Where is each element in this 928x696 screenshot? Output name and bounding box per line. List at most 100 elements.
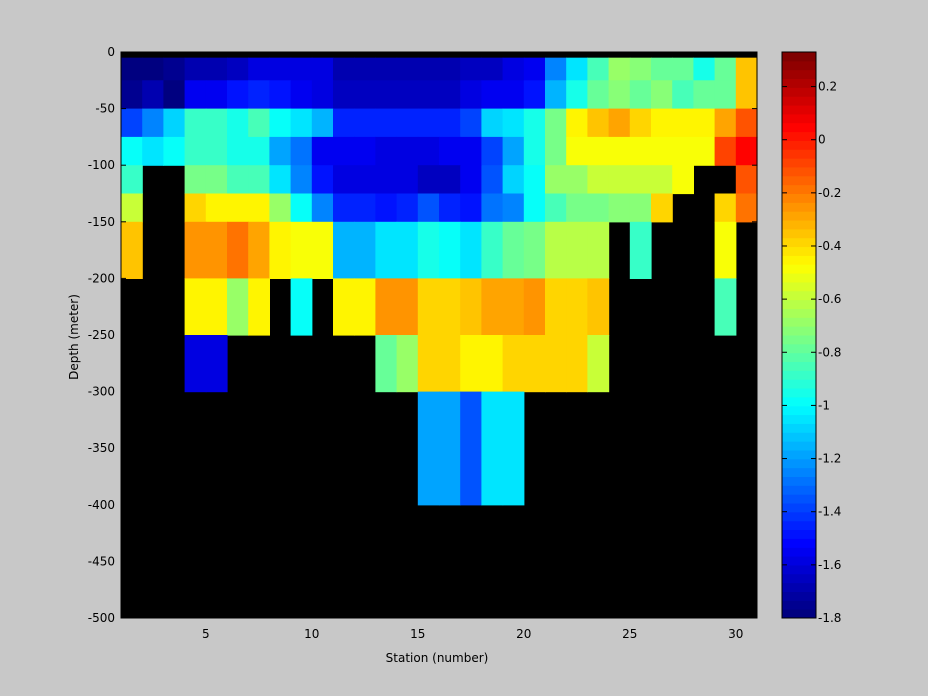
heatmap-cell bbox=[333, 108, 355, 138]
heatmap-cell bbox=[439, 80, 461, 110]
heatmap-cell bbox=[311, 193, 334, 223]
heatmap-cell bbox=[163, 80, 186, 110]
heatmap-cell bbox=[333, 80, 355, 110]
heatmap-cell bbox=[693, 136, 716, 166]
heatmap-cell bbox=[651, 165, 673, 195]
heatmap-cell bbox=[566, 335, 588, 393]
colorbar-swatch bbox=[782, 396, 816, 407]
colorbar-swatch bbox=[782, 96, 816, 106]
heatmap-cell bbox=[693, 108, 716, 138]
heatmap-cell bbox=[184, 136, 207, 166]
x-tick-label: 5 bbox=[202, 627, 210, 641]
colorbar-swatch bbox=[782, 467, 816, 477]
heatmap-cell bbox=[481, 391, 504, 506]
heatmap-cell bbox=[481, 57, 504, 81]
heatmap-cell bbox=[311, 136, 334, 166]
heatmap-cell bbox=[396, 80, 419, 110]
heatmap-cell bbox=[608, 136, 631, 166]
colorbar-swatch bbox=[782, 105, 816, 115]
colorbar-swatch bbox=[782, 379, 816, 389]
y-tick-label: -350 bbox=[88, 441, 115, 455]
heatmap-cell bbox=[417, 57, 440, 81]
heatmap-cell bbox=[417, 80, 440, 110]
heatmap-cell bbox=[375, 221, 398, 279]
heatmap-cell bbox=[354, 57, 376, 81]
heatmap-cell bbox=[121, 57, 143, 81]
heatmap-cell bbox=[629, 193, 652, 223]
colorbar-swatch bbox=[782, 335, 816, 345]
heatmap-cell bbox=[417, 278, 440, 336]
heatmap-cell bbox=[714, 278, 737, 336]
heatmap-cell bbox=[439, 221, 461, 279]
heatmap-cell bbox=[227, 80, 249, 110]
heatmap-cell bbox=[460, 165, 482, 195]
heatmap-cell bbox=[714, 57, 737, 81]
heatmap-cell bbox=[481, 165, 504, 195]
heatmap-cell bbox=[333, 57, 355, 81]
heatmap-cell bbox=[269, 165, 292, 195]
heatmap-cell bbox=[460, 193, 482, 223]
heatmap-cell bbox=[227, 136, 249, 166]
colorbar-tick-label: -0.2 bbox=[818, 186, 841, 200]
colorbar-swatch bbox=[782, 140, 816, 150]
heatmap-cell bbox=[248, 108, 270, 138]
heatmap-cell bbox=[587, 335, 610, 393]
heatmap-cell bbox=[184, 57, 207, 81]
heatmap-cell bbox=[396, 278, 419, 336]
heatmap-cell bbox=[248, 57, 270, 81]
x-tick-label: 25 bbox=[622, 627, 637, 641]
heatmap-cell bbox=[417, 335, 440, 393]
heatmap-cell bbox=[290, 57, 313, 81]
heatmap-cell bbox=[439, 278, 461, 336]
heatmap-cell bbox=[417, 391, 440, 506]
heatmap-cell bbox=[587, 57, 610, 81]
colorbar-swatch bbox=[782, 511, 816, 522]
heatmap-cell bbox=[205, 80, 228, 110]
heatmap-cell bbox=[523, 221, 546, 279]
heatmap-cell bbox=[735, 136, 758, 166]
heatmap-cell bbox=[629, 136, 652, 166]
heatmap-cell bbox=[417, 136, 440, 166]
heatmap-cell bbox=[439, 391, 461, 506]
heatmap-cell bbox=[269, 221, 292, 279]
heatmap-cell bbox=[184, 80, 207, 110]
heatmap-cell bbox=[311, 108, 334, 138]
colorbar-tick-label: 0.2 bbox=[818, 80, 837, 94]
y-axis-label: Depth (meter) bbox=[67, 294, 81, 380]
heatmap-cell bbox=[396, 165, 419, 195]
heatmap-cell bbox=[227, 165, 249, 195]
heatmap-cell bbox=[545, 108, 567, 138]
heatmap-cell bbox=[269, 80, 292, 110]
heatmap-cell bbox=[354, 221, 376, 279]
heatmap-cell bbox=[227, 108, 249, 138]
colorbar-swatch bbox=[782, 69, 816, 80]
heatmap-cell bbox=[629, 165, 652, 195]
heatmap-cell bbox=[714, 193, 737, 223]
heatmap-cell bbox=[460, 80, 482, 110]
heatmap-cell bbox=[184, 165, 207, 195]
heatmap-cell bbox=[460, 391, 482, 506]
heatmap-cell bbox=[121, 108, 143, 138]
colorbar-swatch bbox=[782, 228, 816, 239]
heatmap-cell bbox=[333, 221, 355, 279]
colorbar-tick-label: -0.4 bbox=[818, 239, 841, 253]
heatmap-cell bbox=[502, 193, 525, 223]
heatmap-cell bbox=[205, 221, 228, 279]
heatmap-cell bbox=[651, 108, 673, 138]
heatmap-cell bbox=[587, 278, 610, 336]
heatmap-cell bbox=[290, 108, 313, 138]
heatmap-cell bbox=[545, 80, 567, 110]
colorbar-swatch bbox=[782, 290, 816, 301]
heatmap-cell bbox=[205, 278, 228, 336]
colorbar-tick-label: -0.6 bbox=[818, 292, 841, 306]
heatmap-cell bbox=[587, 193, 610, 223]
heatmap-cell bbox=[523, 278, 546, 336]
heatmap-cell bbox=[735, 80, 758, 110]
heatmap-cell bbox=[142, 57, 164, 81]
heatmap-cell bbox=[439, 193, 461, 223]
heatmap-cell bbox=[672, 57, 694, 81]
heatmap-cell bbox=[545, 136, 567, 166]
heatmap-cell bbox=[460, 136, 482, 166]
x-tick-label: 30 bbox=[728, 627, 743, 641]
heatmap-cell bbox=[481, 221, 504, 279]
